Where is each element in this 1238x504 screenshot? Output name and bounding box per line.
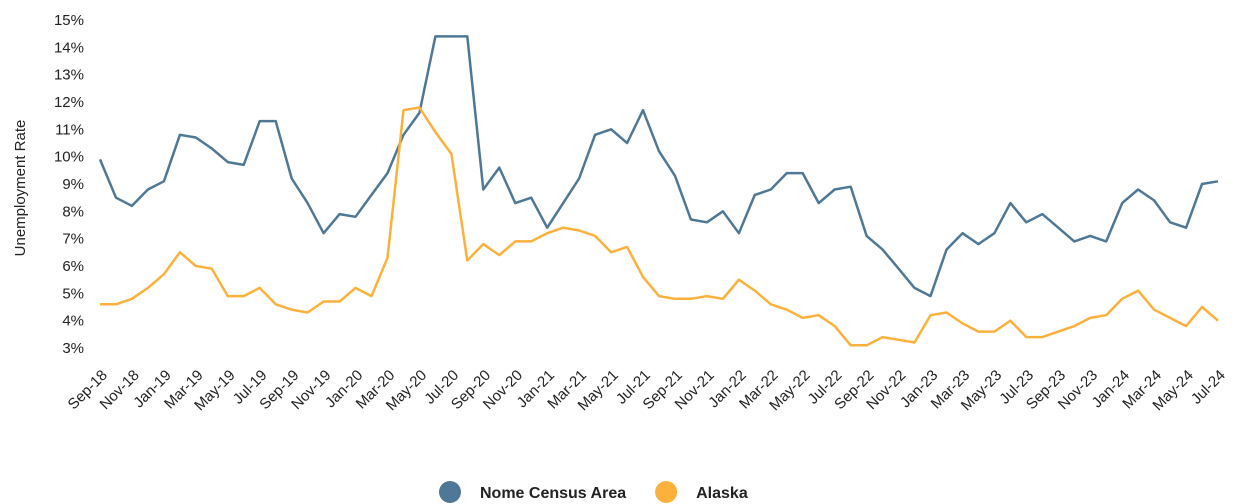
- y-tick-label: 15%: [54, 12, 84, 29]
- y-tick-label: 3%: [62, 340, 84, 357]
- y-tick-label: 14%: [54, 39, 84, 56]
- y-tick-label: 6%: [62, 258, 84, 275]
- y-tick-label: 13%: [54, 67, 84, 84]
- y-axis-label: Unemployment Rate: [12, 120, 29, 257]
- y-tick-label: 7%: [62, 231, 84, 248]
- series-line: [100, 106, 1219, 347]
- y-tick-label: 8%: [62, 203, 84, 220]
- x-tick-label: Jul-24: [1188, 367, 1229, 408]
- legend-label: Nome Census Area: [480, 485, 626, 502]
- y-tick-label: 12%: [54, 94, 84, 111]
- y-tick-label: 10%: [54, 149, 84, 166]
- y-tick-label: 9%: [62, 176, 84, 193]
- legend-marker: [655, 481, 678, 503]
- y-tick-label: 5%: [62, 285, 84, 302]
- series-line: [98, 35, 1219, 298]
- y-tick-label: 11%: [55, 121, 84, 138]
- legend-marker: [439, 481, 461, 503]
- y-tick-label: 4%: [62, 313, 84, 330]
- legend-label: Alaska: [696, 485, 748, 502]
